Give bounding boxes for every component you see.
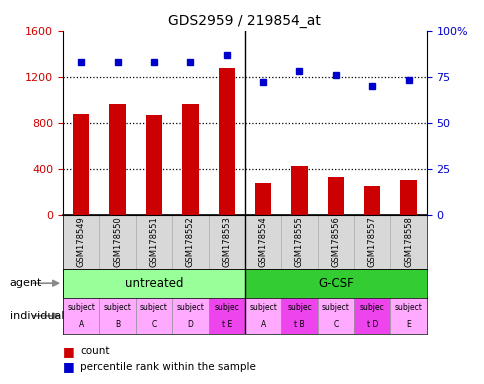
Text: ■: ■ <box>63 345 75 358</box>
Text: GSM178555: GSM178555 <box>294 217 303 267</box>
Bar <box>99 215 136 269</box>
Text: C: C <box>151 321 156 329</box>
Bar <box>109 104 125 215</box>
Text: t D: t D <box>366 321 377 329</box>
Bar <box>353 298 390 334</box>
Text: GSM178558: GSM178558 <box>403 217 412 267</box>
Bar <box>218 68 234 215</box>
Text: subject: subject <box>249 303 276 312</box>
Bar <box>99 298 136 334</box>
Title: GDS2959 / 219854_at: GDS2959 / 219854_at <box>168 14 321 28</box>
Bar <box>281 298 317 334</box>
Text: GSM178554: GSM178554 <box>258 217 267 267</box>
Bar <box>182 104 198 215</box>
Text: subjec: subjec <box>214 303 239 312</box>
Text: subject: subject <box>176 303 204 312</box>
Text: B: B <box>115 321 120 329</box>
Bar <box>400 180 416 215</box>
Bar <box>281 215 317 269</box>
Text: G-CSF: G-CSF <box>318 277 353 290</box>
Text: t B: t B <box>294 321 304 329</box>
Text: subjec: subjec <box>359 303 384 312</box>
Text: C: C <box>333 321 338 329</box>
Text: agent: agent <box>10 278 42 288</box>
Text: D: D <box>187 321 193 329</box>
Text: subject: subject <box>104 303 131 312</box>
Text: individual: individual <box>10 311 64 321</box>
Text: percentile rank within the sample: percentile rank within the sample <box>80 362 256 372</box>
Text: GSM178551: GSM178551 <box>149 217 158 267</box>
Bar <box>136 215 172 269</box>
Bar <box>208 215 244 269</box>
Text: subject: subject <box>394 303 422 312</box>
Text: t E: t E <box>221 321 231 329</box>
Text: ■: ■ <box>63 360 75 373</box>
Bar <box>353 215 390 269</box>
Text: GSM178552: GSM178552 <box>185 217 195 267</box>
Text: E: E <box>406 321 410 329</box>
Bar <box>63 215 99 269</box>
Text: count: count <box>80 346 109 356</box>
Bar <box>390 298 426 334</box>
Bar <box>363 186 379 215</box>
Bar <box>63 298 99 334</box>
Text: GSM178553: GSM178553 <box>222 217 231 267</box>
Bar <box>208 298 244 334</box>
Bar <box>244 298 281 334</box>
Text: subject: subject <box>67 303 95 312</box>
Bar <box>136 298 172 334</box>
Text: A: A <box>260 321 265 329</box>
Bar <box>327 177 343 215</box>
Bar <box>73 114 89 215</box>
Text: GSM178556: GSM178556 <box>331 217 340 267</box>
Text: subject: subject <box>140 303 167 312</box>
Bar <box>172 298 208 334</box>
Bar <box>390 215 426 269</box>
Bar <box>172 215 208 269</box>
Text: subject: subject <box>321 303 349 312</box>
Text: A: A <box>78 321 84 329</box>
Text: GSM178557: GSM178557 <box>367 217 376 267</box>
Text: untreated: untreated <box>124 277 183 290</box>
Bar <box>317 298 353 334</box>
Bar <box>244 269 426 298</box>
Bar <box>317 215 353 269</box>
Bar <box>291 166 307 215</box>
Bar <box>63 269 244 298</box>
Bar <box>146 115 162 215</box>
Bar <box>244 215 281 269</box>
Text: GSM178550: GSM178550 <box>113 217 122 267</box>
Text: subjec: subjec <box>287 303 311 312</box>
Text: GSM178549: GSM178549 <box>76 217 86 267</box>
Bar <box>255 183 271 215</box>
